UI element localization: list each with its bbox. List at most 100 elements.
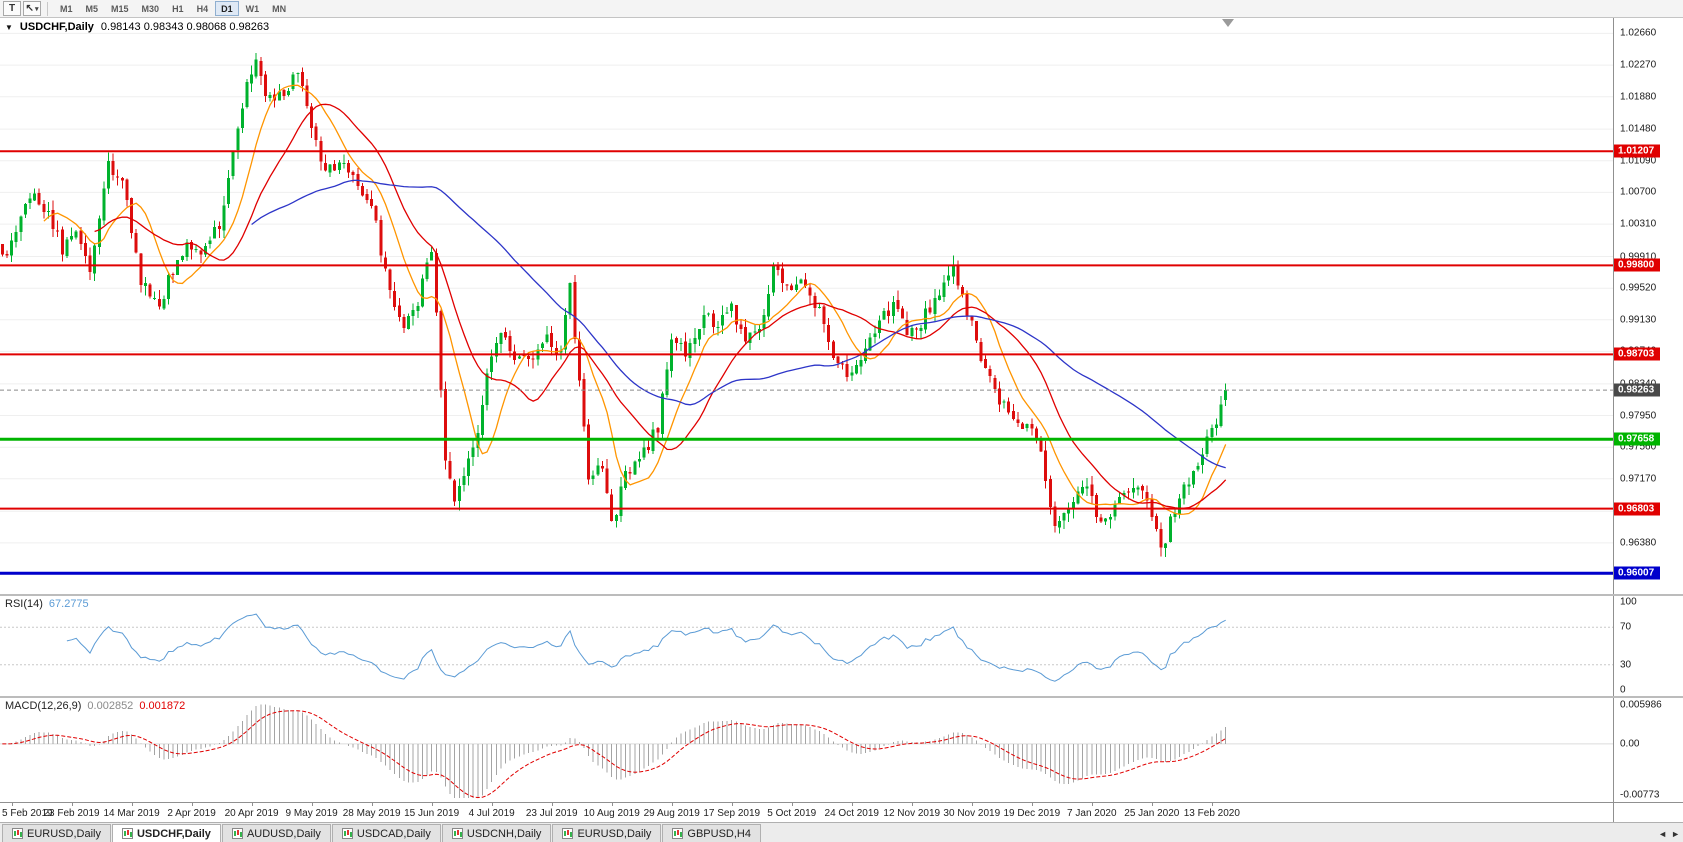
- price-tick-label: 0.99910: [1620, 251, 1657, 262]
- rsi-tick-label: 0: [1620, 684, 1626, 696]
- macd-tick-label: 0.00: [1620, 738, 1640, 750]
- chart-tabs-bar: EURUSD,Daily USDCHF,Daily AUDUSD,Daily USDC…: [0, 822, 1683, 842]
- timeframe-button-d1[interactable]: D1: [215, 1, 239, 16]
- date-label: 9 May 2019: [285, 808, 338, 819]
- date-label: 23 Feb 2019: [43, 808, 100, 819]
- chart-tab-icon: [341, 828, 353, 839]
- date-tick-mark: [431, 803, 433, 806]
- chevron-down-icon: ▾: [34, 5, 39, 13]
- cursor-tool-dropdown[interactable]: ↖ ▾: [23, 1, 41, 16]
- date-label: 7 Jan 2020: [1067, 808, 1117, 819]
- chart-tab-usdcnh-daily[interactable]: USDCNH,Daily: [441, 824, 552, 842]
- price-label-badge: 0.99800: [1614, 258, 1660, 272]
- timeframe-button-h1[interactable]: H1: [166, 1, 190, 16]
- price-tick-label: 1.01480: [1620, 123, 1657, 135]
- price-tick-label: 0.96380: [1620, 537, 1657, 549]
- date-label: 14 Mar 2019: [103, 808, 160, 819]
- chart-tab-audusd-daily[interactable]: AUDUSD,Daily: [221, 824, 331, 842]
- date-tick-mark: [551, 803, 553, 806]
- date-label: 19 Dec 2019: [1003, 808, 1061, 819]
- chart-symbol-title: USDCHF,Daily: [19, 21, 94, 33]
- price-label-badge: 1.01207: [1614, 144, 1660, 158]
- price-label-badge: 0.98703: [1614, 347, 1660, 361]
- rsi-header: RSI(14) 67.2775: [5, 598, 89, 610]
- rsi-axis[interactable]: 100 70 30 0: [1613, 596, 1683, 696]
- chart-tab-usdcad-daily[interactable]: USDCAD,Daily: [331, 824, 441, 842]
- date-tick-mark: [311, 803, 313, 806]
- timeframe-button-m30[interactable]: M30: [136, 1, 166, 16]
- price-tick-label: 0.97950: [1620, 410, 1657, 422]
- chart-tab-label: GBPUSD,H4: [687, 827, 751, 840]
- date-axis[interactable]: 5 Feb 2019 23 Feb 2019 14 Mar 2019 2 Apr 20…: [0, 802, 1613, 822]
- chart-tab-eurusd-daily[interactable]: EURUSD,Daily: [552, 824, 662, 842]
- price-tick-label: 0.97560: [1620, 441, 1657, 453]
- text-tool-button[interactable]: T: [3, 1, 21, 16]
- date-label: 30 Nov 2019: [943, 808, 1001, 819]
- date-tick-mark: [1151, 803, 1153, 806]
- price-tick-label: 1.01090: [1620, 155, 1657, 167]
- price-label-badge: 0.97658: [1614, 432, 1660, 446]
- date-label: 13 Feb 2020: [1183, 808, 1240, 819]
- timeframe-button-h4[interactable]: H4: [191, 1, 215, 16]
- chart-tab-icon: [121, 828, 133, 839]
- timeframe-button-w1[interactable]: W1: [240, 1, 266, 16]
- price-tick-label: 1.02660: [1620, 27, 1657, 39]
- timeframe-button-m15[interactable]: M15: [105, 1, 135, 16]
- date-tick-mark: [791, 803, 793, 806]
- timeframe-button-m5[interactable]: M5: [80, 1, 105, 16]
- macd-header: MACD(12,26,9) 0.002852 0.001872: [5, 700, 185, 712]
- chart-tab-usdchf-daily[interactable]: USDCHF,Daily: [111, 824, 221, 842]
- rsi-tick-label: 30: [1620, 659, 1632, 671]
- date-tick-mark: [191, 803, 193, 806]
- date-tick-mark: [71, 803, 73, 806]
- rsi-tick-label: 100: [1620, 596, 1637, 608]
- panel-splitter[interactable]: [0, 594, 1683, 596]
- date-label: 29 Aug 2019: [643, 808, 700, 819]
- date-label: 25 Jan 2020: [1124, 808, 1180, 819]
- chart-ohlc-values: 0.98143 0.98343 0.98068 0.98263: [100, 21, 270, 33]
- date-tick-mark: [971, 803, 973, 806]
- date-label: 24 Oct 2019: [824, 808, 879, 819]
- cursor-icon: ↖: [25, 3, 34, 14]
- date-tick-mark: [1031, 803, 1033, 806]
- chart-tab-label: USDCHF,Daily: [136, 827, 211, 840]
- date-tick-mark: [131, 803, 133, 806]
- one-click-trading-toggle[interactable]: ▼: [5, 22, 13, 32]
- price-label-badge: 0.96007: [1614, 566, 1660, 580]
- chart-tab-eurusd-daily[interactable]: EURUSD,Daily: [2, 824, 111, 842]
- date-label: 15 Jun 2019: [404, 808, 460, 819]
- date-tick-mark: [611, 803, 613, 806]
- timeframe-button-mn[interactable]: MN: [266, 1, 292, 16]
- rsi-tick-label: 70: [1620, 621, 1632, 633]
- date-tick-mark: [371, 803, 373, 806]
- chart-tab-gbpusd-h4[interactable]: GBPUSD,H4: [662, 824, 761, 842]
- macd-tick-label: 0.005986: [1620, 699, 1662, 711]
- macd-label: MACD(12,26,9): [5, 700, 82, 712]
- price-axis[interactable]: 1.02660 1.02270 1.01880 1.01480 1.01090 1.007…: [1613, 18, 1683, 594]
- date-label: 10 Aug 2019: [583, 808, 640, 819]
- timeframe-button-m1[interactable]: M1: [54, 1, 79, 16]
- ma-fast-line: [43, 84, 1227, 515]
- ma-slow-line: [251, 179, 1226, 469]
- rsi-panel[interactable]: RSI(14) 67.2775: [0, 596, 1613, 696]
- price-label-badge: 0.96803: [1614, 502, 1660, 516]
- tab-scroll-right-icon[interactable]: ►: [1671, 829, 1680, 839]
- macd-histogram: [6, 704, 1227, 798]
- date-tick-mark: [671, 803, 673, 806]
- panel-splitter[interactable]: [0, 696, 1683, 698]
- date-tick-mark: [251, 803, 253, 806]
- price-tick-label: 0.97170: [1620, 473, 1657, 485]
- chart-shift-marker[interactable]: [1222, 19, 1234, 27]
- main-chart-plot[interactable]: ▼ USDCHF,Daily 0.98143 0.98343 0.98068 0…: [0, 18, 1613, 594]
- tab-scroll-left-icon[interactable]: ◄: [1658, 829, 1668, 839]
- date-tick-mark: [1091, 803, 1093, 806]
- timeframe-group: M1 M5 M15 M30 H1 H4 D1 W1 MN: [54, 1, 292, 16]
- macd-panel[interactable]: MACD(12,26,9) 0.002852 0.001872: [0, 698, 1613, 802]
- date-label: 5 Oct 2019: [767, 808, 817, 819]
- tab-scroll-controls: ◄ ►: [1658, 829, 1680, 839]
- candlestick-series: [0, 53, 1228, 557]
- macd-axis[interactable]: 0.005986 0.00 -0.00773: [1613, 698, 1683, 802]
- rsi-value: 67.2775: [48, 598, 89, 610]
- chart-tab-icon: [12, 828, 23, 839]
- date-label: 5 Feb 2019: [2, 808, 53, 819]
